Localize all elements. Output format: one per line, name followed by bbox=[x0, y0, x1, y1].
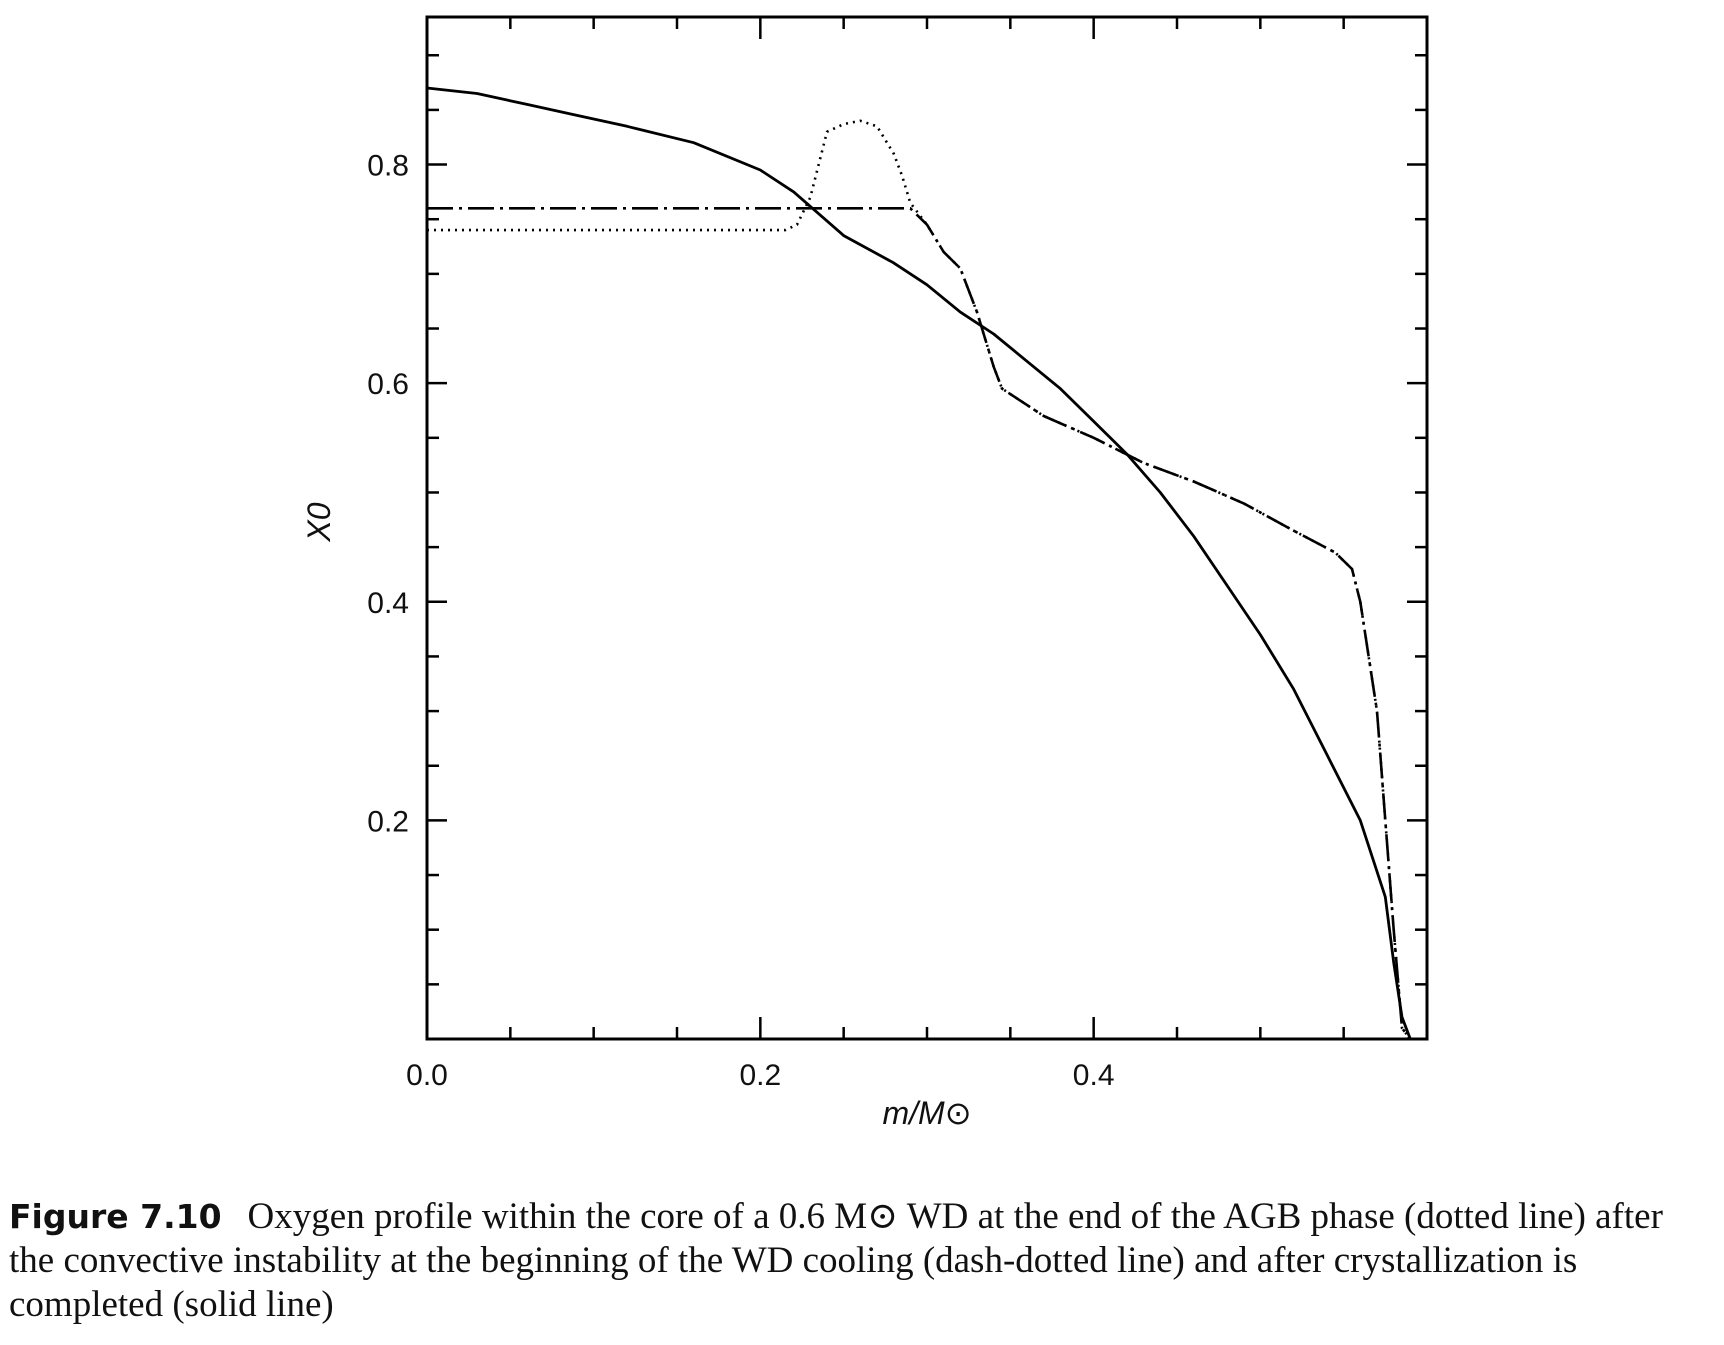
figure-caption: Figure 7.10 Oxygen profile within the cor… bbox=[9, 1195, 1715, 1327]
y-tick-label: 0.8 bbox=[367, 150, 409, 183]
axis-ticks bbox=[425, 17, 1429, 1039]
plot-frame bbox=[425, 15, 1429, 1041]
caption-text: Oxygen profile within the core of a 0.6 … bbox=[9, 1196, 1663, 1325]
series-line-dash-dotted bbox=[427, 207, 1427, 1041]
x-axis-label: m/M⊙ bbox=[882, 1095, 971, 1131]
series-lines bbox=[426, 86, 1427, 1041]
x-tick-label: 0.2 bbox=[739, 1059, 781, 1092]
x-tick-label: 0.0 bbox=[406, 1059, 448, 1092]
y-tick-label: 0.2 bbox=[367, 805, 409, 838]
y-tick-label: 0.6 bbox=[367, 368, 409, 401]
y-axis-label: X0 bbox=[301, 502, 337, 542]
figure-label: Figure 7.10 bbox=[9, 1197, 222, 1236]
y-tick-label: 0.4 bbox=[367, 587, 409, 620]
tick-labels: 0.0 0.2 0.4 0.2 0.4 0.6 0.8 bbox=[367, 150, 1114, 1092]
series-line-solid bbox=[426, 86, 1427, 1041]
series-line-dotted bbox=[427, 119, 1427, 1041]
x-tick-label: 0.4 bbox=[1073, 1059, 1115, 1092]
